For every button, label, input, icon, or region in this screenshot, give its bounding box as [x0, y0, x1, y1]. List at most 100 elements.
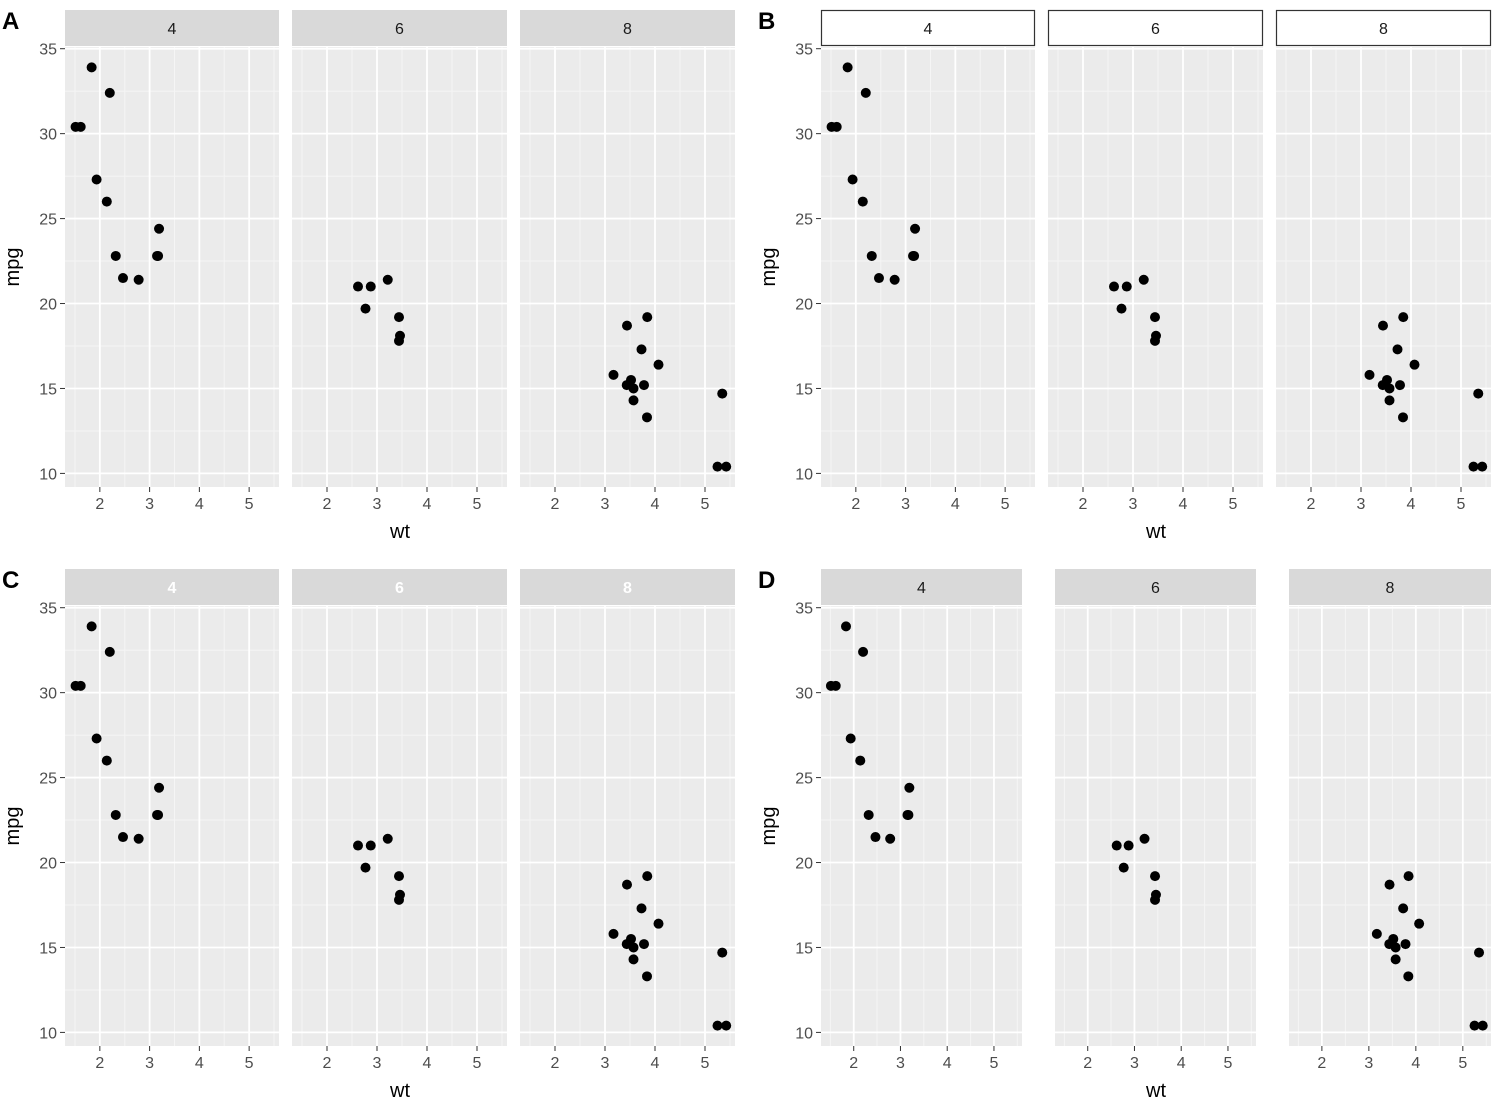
facet-strip — [292, 569, 507, 605]
x-tick-label: 3 — [896, 1055, 905, 1072]
data-point — [608, 369, 619, 380]
data-point — [628, 395, 639, 406]
y-tick-label: 20 — [39, 856, 57, 873]
facet-panel-4: 4 2 3 4 5 — [821, 569, 1022, 1072]
y-tick-label: 35 — [795, 601, 813, 618]
data-point — [628, 383, 639, 394]
data-point — [1403, 971, 1414, 982]
data-point — [86, 621, 97, 632]
y-axis-title: mpg — [2, 807, 24, 846]
y-tick-label: 10 — [39, 466, 57, 483]
data-point — [889, 274, 900, 285]
facet-strip-label: 4 — [168, 580, 177, 597]
facet-background — [292, 606, 507, 1046]
data-point — [721, 461, 732, 472]
data-point — [857, 196, 868, 207]
data-point — [91, 733, 102, 744]
facet-panel-4: 4 2 3 4 5 — [820, 9, 1036, 513]
x-tick-label: 5 — [701, 1055, 710, 1072]
x-tick-label: 4 — [195, 496, 204, 513]
y-tick-label: 30 — [795, 686, 813, 703]
data-point — [1403, 871, 1414, 882]
data-point — [904, 782, 915, 793]
x-tick-label: 5 — [1224, 1055, 1233, 1072]
data-point — [394, 312, 404, 323]
x-tick-label: 3 — [1130, 1055, 1139, 1072]
x-tick-label: 4 — [1177, 1055, 1186, 1072]
data-point — [382, 833, 393, 844]
data-point — [855, 755, 866, 766]
y-tick-label: 25 — [39, 212, 57, 229]
facet-background — [1048, 47, 1263, 487]
data-point — [642, 412, 652, 423]
data-point — [1116, 303, 1127, 314]
data-point — [825, 680, 836, 691]
data-point — [1111, 840, 1122, 851]
data-point — [70, 680, 81, 691]
data-point — [712, 1020, 723, 1031]
data-point — [1378, 320, 1388, 331]
data-point — [1390, 942, 1401, 953]
facet-strip-label: 4 — [924, 21, 933, 38]
facet-background — [292, 47, 507, 487]
data-point — [1150, 871, 1161, 882]
panel-letter: D — [758, 567, 775, 594]
x-tick-label: 5 — [1457, 496, 1466, 513]
facet-strip — [65, 569, 279, 605]
y-tick-label: 15 — [39, 940, 57, 957]
data-point — [117, 832, 128, 843]
data-point — [1468, 461, 1479, 472]
data-point — [110, 809, 121, 820]
x-tick-label: 3 — [373, 496, 382, 513]
facet-panel-4: 4 2 3 4 5 — [65, 569, 279, 1072]
facet-strip-label: 6 — [395, 21, 404, 38]
data-point — [1150, 894, 1161, 905]
x-tick-label: 3 — [601, 496, 610, 513]
y-tick-label: 10 — [795, 466, 813, 483]
facet-background — [1289, 606, 1491, 1046]
y-tick-label: 35 — [39, 601, 57, 618]
data-point — [642, 971, 652, 982]
facet-strip-label: 6 — [1151, 580, 1160, 597]
data-point — [1123, 840, 1134, 851]
data-point — [154, 782, 165, 793]
y-tick-label: 25 — [795, 212, 813, 229]
data-point — [642, 871, 653, 882]
facet-panel-8: 8 2 3 4 5 — [1275, 9, 1492, 513]
data-point — [622, 320, 632, 331]
x-tick-label: 3 — [1129, 496, 1138, 513]
y-axis-title: mpg — [2, 248, 24, 287]
data-point — [1384, 879, 1395, 890]
data-point — [104, 646, 115, 657]
data-point — [86, 62, 97, 73]
data-point — [910, 223, 921, 234]
data-point — [858, 646, 869, 657]
x-tick-label: 2 — [1307, 496, 1316, 513]
data-point — [903, 809, 914, 820]
y-tick-label: 10 — [39, 1025, 57, 1042]
x-tick-label: 2 — [551, 496, 560, 513]
facet-strip — [1055, 569, 1256, 605]
data-point — [101, 196, 112, 207]
y-tick-label: 30 — [795, 127, 813, 144]
data-point — [1414, 918, 1425, 929]
data-point — [873, 273, 884, 284]
data-point — [394, 335, 404, 346]
x-tick-label: 5 — [1001, 496, 1010, 513]
data-point — [866, 250, 877, 261]
x-tick-label: 4 — [951, 496, 960, 513]
y-tick-label: 30 — [39, 686, 57, 703]
facet-background — [821, 47, 1035, 487]
y-tick-label: 25 — [795, 771, 813, 788]
panel-letter: C — [2, 567, 19, 594]
x-tick-label: 2 — [1317, 1055, 1326, 1072]
y-tick-label: 15 — [795, 381, 813, 398]
x-tick-label: 3 — [145, 1055, 154, 1072]
x-axis-title: wt — [389, 521, 410, 543]
panel-letter: A — [2, 8, 19, 35]
x-tick-label: 2 — [1079, 496, 1088, 513]
y-tick-label: 25 — [39, 771, 57, 788]
x-axis-title: wt — [1145, 521, 1166, 543]
y-tick-label: 20 — [795, 856, 813, 873]
facet-strip — [1289, 569, 1491, 605]
